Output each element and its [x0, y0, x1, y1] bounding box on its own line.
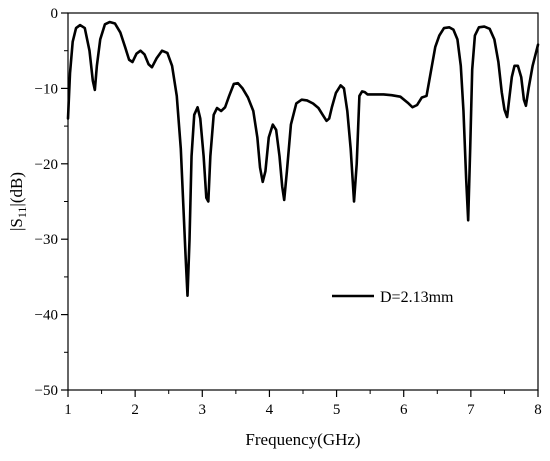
y-axis-title: |S11|(dB)	[7, 172, 29, 231]
y-tick-label: −50	[35, 383, 58, 399]
y-tick-label: −30	[35, 232, 58, 248]
legend: D=2.13mm	[332, 289, 454, 306]
y-tick-label: −10	[35, 81, 58, 97]
y-tick-labels: 0 −10 −20 −30 −40 −50	[35, 6, 58, 399]
y-axis-title-prefix: |S	[7, 218, 26, 231]
plot-area: 1 2 3 4 5 6 7 8 0 −10 −20 −30 −40 −50	[35, 6, 542, 418]
x-tick-label: 4	[266, 402, 274, 418]
x-tick-label: 6	[400, 402, 408, 418]
y-tick-label: 0	[51, 6, 59, 22]
y-axis-title-suffix: |(dB)	[7, 172, 26, 207]
x-tick-label: 7	[467, 402, 475, 418]
y-tick-label: −40	[35, 308, 58, 324]
x-tick-label: 5	[333, 402, 341, 418]
major-ticks	[61, 12, 539, 397]
x-axis-title: Frequency(GHz)	[245, 430, 360, 449]
x-tick-label: 3	[199, 402, 207, 418]
y-axis-title-subscript: 11	[15, 207, 29, 219]
x-tick-label: 2	[131, 402, 139, 418]
y-tick-label: −20	[35, 157, 58, 173]
x-tick-label: 1	[64, 402, 72, 418]
x-tick-labels: 1 2 3 4 5 6 7 8	[64, 402, 542, 418]
series-line-s11	[66, 20, 540, 298]
x-tick-label: 8	[534, 402, 542, 418]
minor-ticks	[64, 50, 505, 394]
legend-label: D=2.13mm	[380, 289, 454, 306]
